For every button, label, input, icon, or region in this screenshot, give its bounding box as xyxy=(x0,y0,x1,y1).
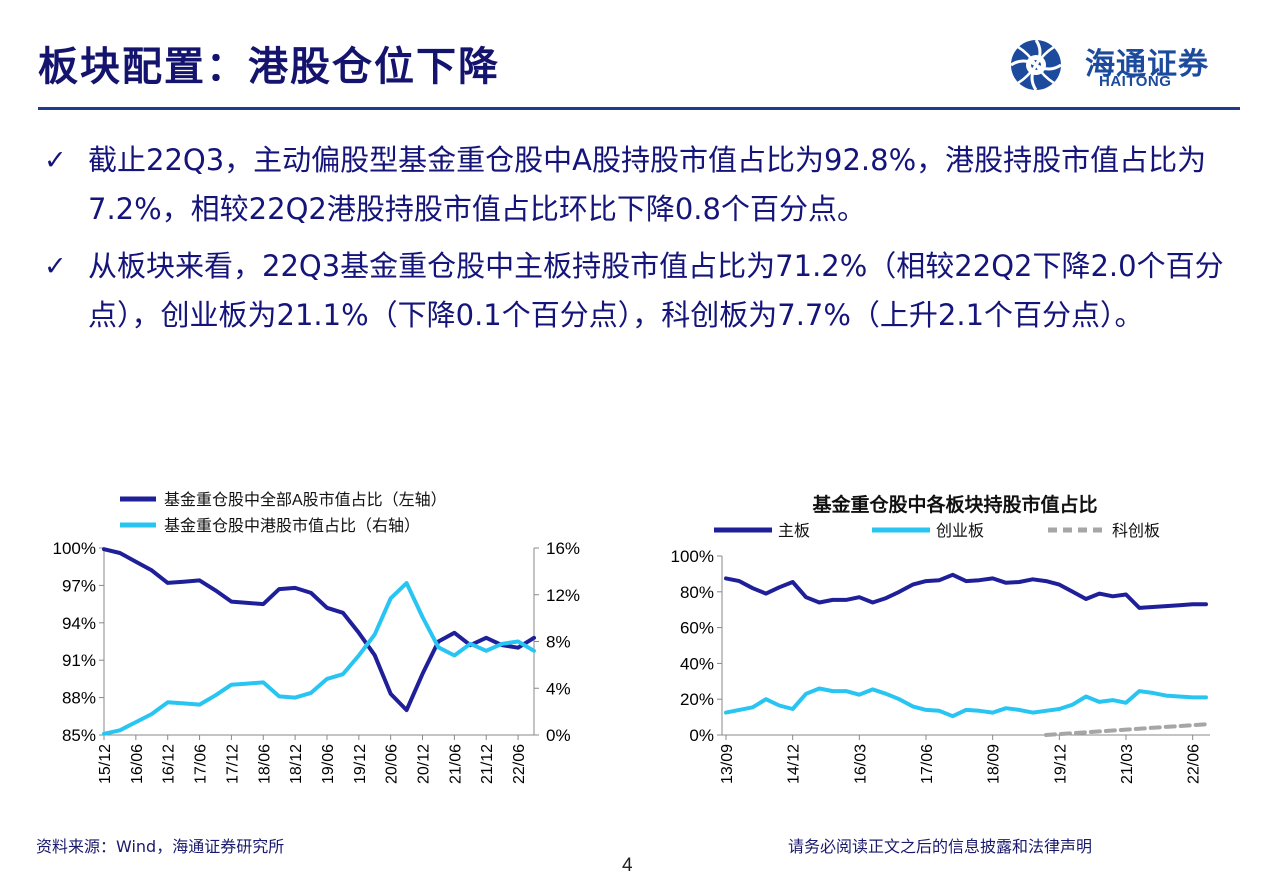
source-note: 资料来源：Wind，海通证券研究所 xyxy=(36,837,285,856)
bullet-list: ✓ 截止22Q3，主动偏股型基金重仓股中A股持股市值占比为92.8%，港股持股市… xyxy=(38,136,1248,348)
y-tick-label: 100% xyxy=(671,547,714,566)
x-tick-label: 16/06 xyxy=(129,744,146,784)
left-tick-label: 85% xyxy=(62,726,96,745)
series-line-main-board xyxy=(724,572,1208,610)
x-tick-label: 19/12 xyxy=(1052,744,1069,784)
x-tick-label: 20/06 xyxy=(384,744,401,784)
left-tick-label: 94% xyxy=(62,614,96,633)
a-share-hk-share-chart: 基金重仓股中全部A股市值占比（左轴） 基金重仓股中港股市值占比（右轴） 85% 88%… xyxy=(53,491,581,784)
chart-title: 基金重仓股中各板块持股市值占比 xyxy=(811,493,1097,516)
y-tick-label: 60% xyxy=(680,619,714,638)
logo-english-name: HAITONG xyxy=(1099,73,1172,90)
x-tick-label: 16/03 xyxy=(852,744,869,784)
x-tick-label: 17/06 xyxy=(919,744,936,784)
x-tick-label: 18/06 xyxy=(256,744,273,784)
check-icon: ✓ xyxy=(44,251,67,282)
x-tick-label: 14/12 xyxy=(786,744,803,784)
disclaimer-note: 请务必阅读正文之后的信息披露和法律声明 xyxy=(788,837,1093,856)
bullet-item: ✓ 从板块来看，22Q3基金重仓股中主板持股市值占比为71.2%（相较22Q2下… xyxy=(38,242,1248,340)
y-tick-label: 20% xyxy=(680,690,714,709)
right-tick-label: 16% xyxy=(546,539,580,558)
left-tick-label: 91% xyxy=(62,651,96,670)
x-tick-label: 22/06 xyxy=(511,744,528,784)
left-tick-label: 100% xyxy=(53,539,96,558)
bullet-item: ✓ 截止22Q3，主动偏股型基金重仓股中A股持股市值占比为92.8%，港股持股市… xyxy=(38,136,1248,234)
right-tick-label: 12% xyxy=(546,586,580,605)
x-tick-label: 21/12 xyxy=(479,744,496,784)
x-tick-label: 15/12 xyxy=(97,744,114,784)
series-line-hk-share xyxy=(102,581,536,736)
series-line-a-share xyxy=(102,547,536,713)
legend-label: 科创板 xyxy=(1112,522,1160,540)
y-tick-label: 0% xyxy=(689,726,714,745)
y-tick-label: 80% xyxy=(680,583,714,602)
header-divider xyxy=(38,107,1240,110)
page-number: 4 xyxy=(622,855,633,876)
y-tick-label: 40% xyxy=(680,654,714,673)
legend-label: 基金重仓股中全部A股市值占比（左轴） xyxy=(164,491,447,509)
series-line-star-market xyxy=(1044,722,1208,737)
legend-label: 基金重仓股中港股市值占比（右轴） xyxy=(164,517,420,535)
x-tick-label: 19/06 xyxy=(320,744,337,784)
x-tick-label: 19/12 xyxy=(352,744,369,784)
x-tick-label: 13/09 xyxy=(719,744,736,784)
series-line-chinext xyxy=(724,686,1208,719)
bullet-text: 从板块来看，22Q3基金重仓股中主板持股市值占比为71.2%（相较22Q2下降2… xyxy=(88,249,1224,332)
left-tick-label: 97% xyxy=(62,576,96,595)
x-tick-label: 17/12 xyxy=(224,744,241,784)
company-logo: 海通证券 HAITONG xyxy=(1005,37,1235,93)
x-tick-label: 17/06 xyxy=(193,744,210,784)
legend-label: 创业板 xyxy=(936,522,984,540)
left-tick-label: 88% xyxy=(62,689,96,708)
bullet-text: 截止22Q3，主动偏股型基金重仓股中A股持股市值占比为92.8%，港股持股市值占… xyxy=(88,143,1207,226)
legend-label: 主板 xyxy=(778,522,810,540)
page-title: 板块配置：港股仓位下降 xyxy=(38,43,500,90)
x-tick-label: 20/12 xyxy=(416,744,433,784)
haitong-logo-icon xyxy=(1010,39,1062,91)
right-tick-label: 4% xyxy=(546,679,571,698)
logo-chinese-name: 海通证券 xyxy=(1085,47,1209,82)
x-tick-label: 21/06 xyxy=(447,744,464,784)
x-tick-label: 18/12 xyxy=(288,744,305,784)
right-tick-label: 8% xyxy=(546,633,571,652)
x-tick-label: 18/09 xyxy=(986,744,1003,784)
x-tick-label: 21/03 xyxy=(1119,744,1136,784)
check-icon: ✓ xyxy=(44,145,67,176)
x-tick-label: 16/12 xyxy=(161,744,178,784)
right-tick-label: 0% xyxy=(546,726,571,745)
x-tick-label: 22/06 xyxy=(1186,744,1203,784)
